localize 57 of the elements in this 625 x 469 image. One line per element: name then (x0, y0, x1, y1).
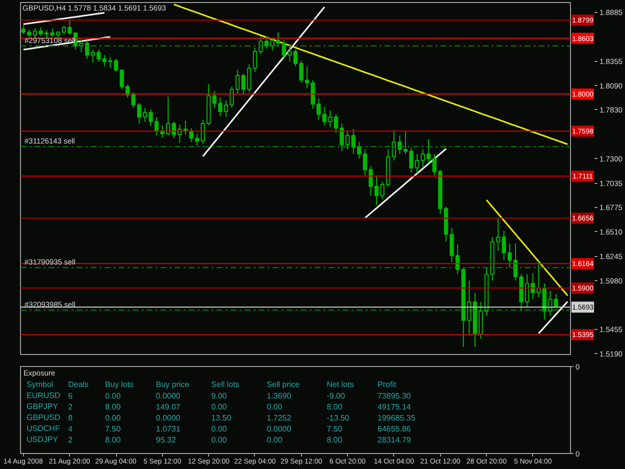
text: 0.00 (211, 402, 228, 412)
text: USDCHF (26, 424, 60, 433)
text: 8 (68, 414, 74, 422)
text: 0.00 (266, 436, 283, 444)
text: 7.50 (105, 424, 122, 434)
text: 0.0000 (266, 424, 292, 434)
text: 1.7252 (266, 414, 292, 422)
text: 6 (68, 392, 74, 400)
text: 7.50 (326, 424, 343, 434)
text: 8.00 (326, 436, 343, 444)
text: 95.32 (156, 436, 176, 444)
text: 2 (68, 436, 74, 444)
text: -9.00 (326, 392, 346, 400)
line-series (173, 4, 568, 146)
text: EURUSD (26, 391, 61, 400)
text: 13.50 (211, 414, 232, 422)
text: 0.00 (211, 424, 228, 434)
text: 8.00 (105, 436, 122, 444)
category-label: Deals (68, 380, 89, 389)
category-label: Profit (378, 380, 397, 389)
candlestick (304, 66, 310, 89)
line-series (538, 300, 568, 334)
text: 149.07 (156, 402, 181, 412)
text: 0.00 (211, 436, 228, 444)
text: 199685.35 (378, 414, 416, 422)
category-label: Symbol (26, 380, 54, 389)
category-label: Buy price (156, 380, 190, 389)
category-label: Net lots (326, 380, 354, 389)
category-label: Buy lots (105, 380, 134, 389)
line-series (486, 199, 568, 296)
category-label: Sell lots (211, 380, 240, 389)
text: USDJPY (26, 435, 59, 444)
line-series (22, 12, 106, 26)
category-label: Sell price (266, 380, 300, 389)
text: 0.00 (105, 392, 122, 400)
text: 1.3690 (266, 392, 292, 400)
text: 4 (68, 424, 74, 434)
text: GBPJPY (26, 402, 59, 411)
text: 0.00 (105, 414, 122, 422)
text: 0.0000 (156, 392, 181, 400)
text: 0.00 (266, 402, 283, 412)
text: 49175.14 (378, 402, 412, 412)
text: 28314.79 (378, 436, 412, 444)
line-series (364, 148, 447, 219)
text: 8.00 (105, 402, 122, 412)
text: 8.00 (326, 402, 343, 412)
text: 1.0731 (156, 424, 181, 434)
text: 0.0000 (156, 414, 181, 422)
text: 64655.86 (378, 424, 412, 434)
text: GBPUSD (26, 413, 61, 422)
text: 9.00 (211, 392, 228, 400)
text: 73895.30 (378, 392, 412, 400)
candlestick (380, 181, 384, 200)
text: -13.50 (326, 414, 350, 422)
candlestick (200, 119, 205, 144)
line-series (202, 6, 326, 158)
text: 2 (68, 402, 74, 412)
